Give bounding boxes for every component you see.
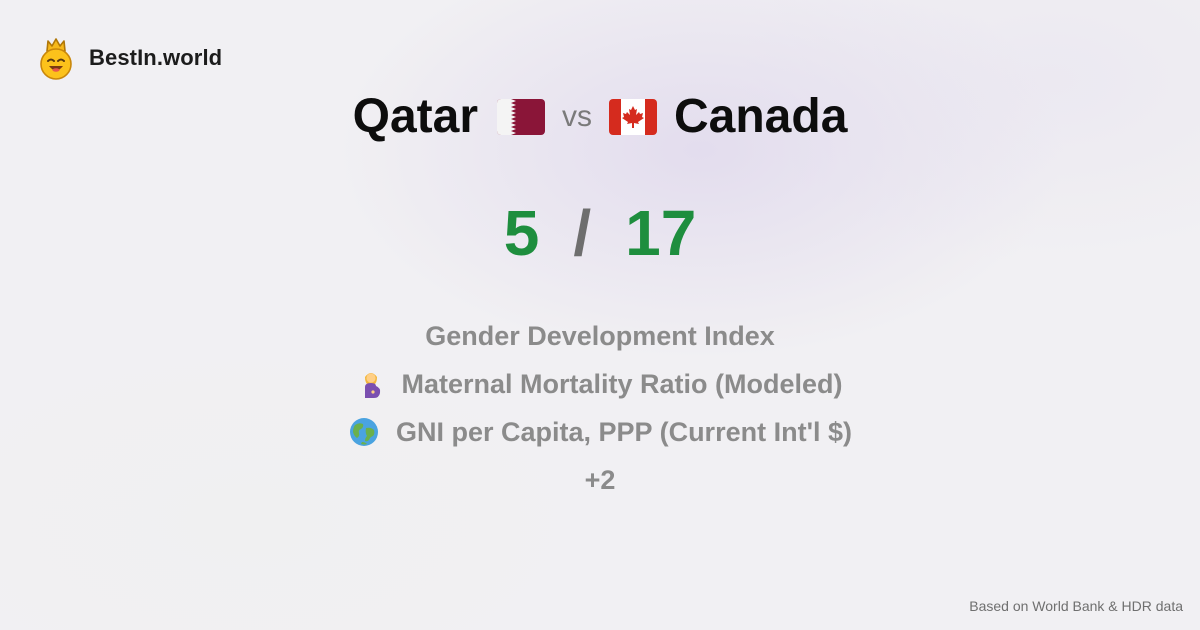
score: 5 / 17 [0, 196, 1200, 270]
metric-label: GNI per Capita, PPP (Current Int'l $) [396, 416, 852, 447]
qatar-flag-icon [497, 99, 545, 135]
canada-flag-icon [609, 99, 657, 135]
metric-item: Maternal Mortality Ratio (Modeled) [357, 360, 843, 408]
comparison-title: Qatar vs Canada [0, 86, 1200, 148]
metric-label: Maternal Mortality Ratio (Modeled) [401, 368, 843, 399]
brand[interactable]: BestIn.world [38, 36, 222, 80]
metric-item: GNI per Capita, PPP (Current Int'l $) [348, 408, 852, 456]
score-separator: / [573, 197, 592, 269]
globe-icon [350, 418, 378, 446]
brand-name: BestIn.world [89, 45, 223, 70]
crowned-smiley-icon [40, 38, 72, 80]
right-country-name: Canada [674, 90, 848, 143]
vs-label: vs [562, 100, 592, 133]
left-score: 5 [503, 197, 540, 269]
metric-label: Gender Development Index [425, 320, 775, 351]
left-country-name: Qatar [352, 90, 478, 143]
right-score: 17 [625, 197, 697, 269]
metric-item: Gender Development Index [425, 312, 775, 360]
data-source-note: Based on World Bank & HDR data [969, 598, 1183, 614]
metric-list: Gender Development Index Maternal Mortal… [0, 312, 1200, 504]
pregnant-woman-icon [365, 373, 381, 398]
more-metrics-link[interactable]: +2 [584, 464, 616, 495]
